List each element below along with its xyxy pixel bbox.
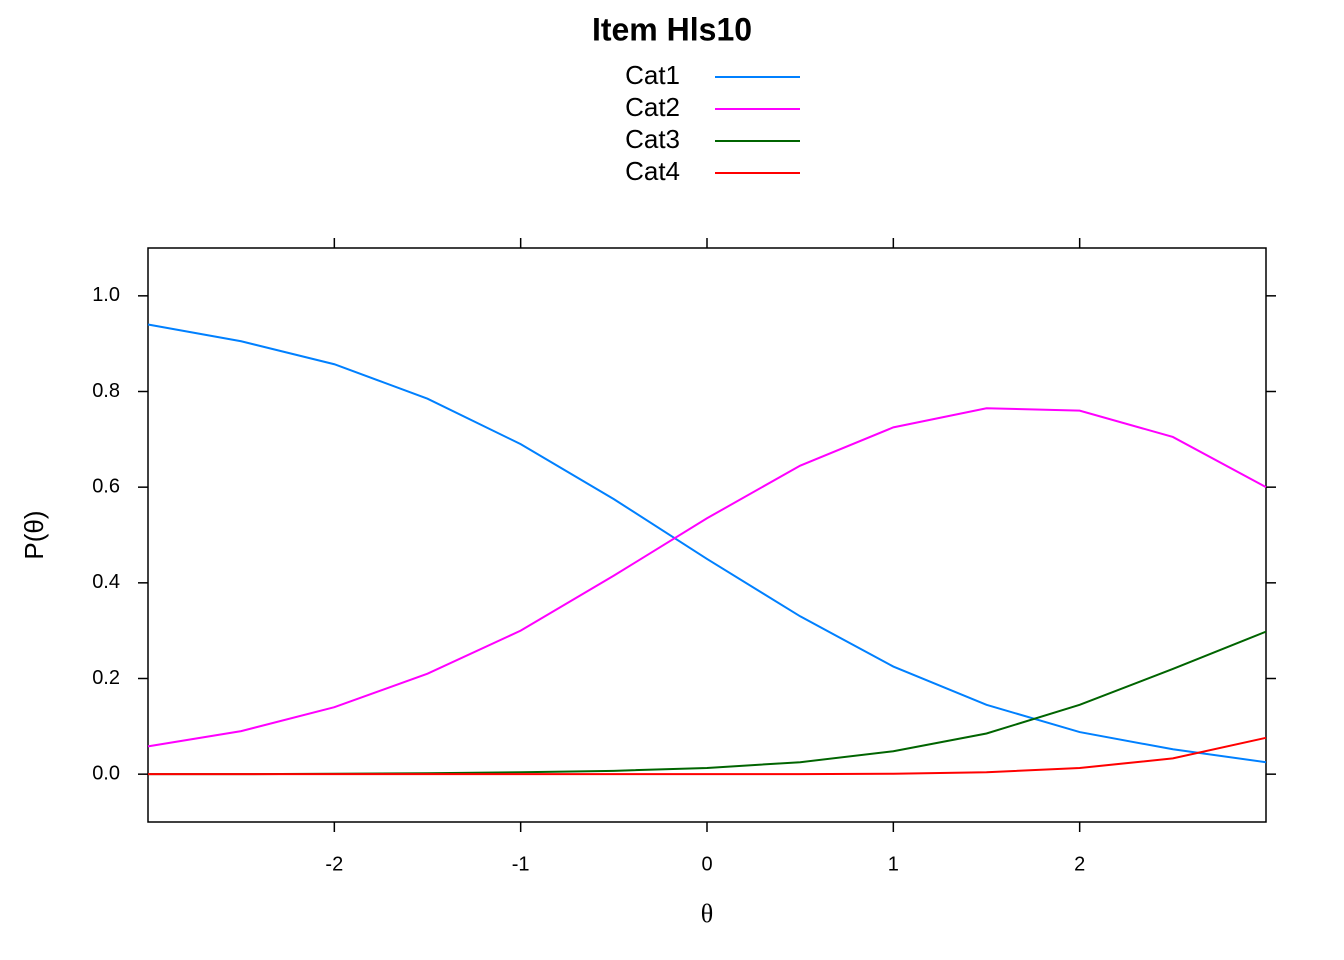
y-tick-label: 1.0 bbox=[92, 284, 120, 306]
y-tick-label: 0.6 bbox=[92, 475, 120, 497]
y-tick-label: 0.4 bbox=[92, 571, 120, 593]
x-tick-label: 1 bbox=[888, 853, 899, 875]
y-axis-label: P(θ) bbox=[19, 510, 49, 559]
x-tick-label: 2 bbox=[1074, 853, 1085, 875]
y-tick-label: 0.0 bbox=[92, 762, 120, 784]
y-tick-label: 0.8 bbox=[92, 380, 120, 402]
legend-label: Cat3 bbox=[625, 124, 680, 154]
x-axis-label: θ bbox=[701, 899, 713, 928]
y-tick-label: 0.2 bbox=[92, 667, 120, 689]
x-tick-label: 0 bbox=[701, 853, 712, 875]
x-tick-label: -2 bbox=[325, 853, 343, 875]
x-tick-label: -1 bbox=[512, 853, 530, 875]
series-line bbox=[147, 323, 1267, 764]
legend-label: Cat4 bbox=[625, 156, 680, 186]
chart-title: Item Hls10 bbox=[592, 11, 752, 47]
legend-label: Cat2 bbox=[625, 92, 680, 122]
series-line bbox=[147, 407, 1267, 748]
series-line bbox=[148, 736, 1267, 776]
legend-label: Cat1 bbox=[625, 60, 680, 90]
